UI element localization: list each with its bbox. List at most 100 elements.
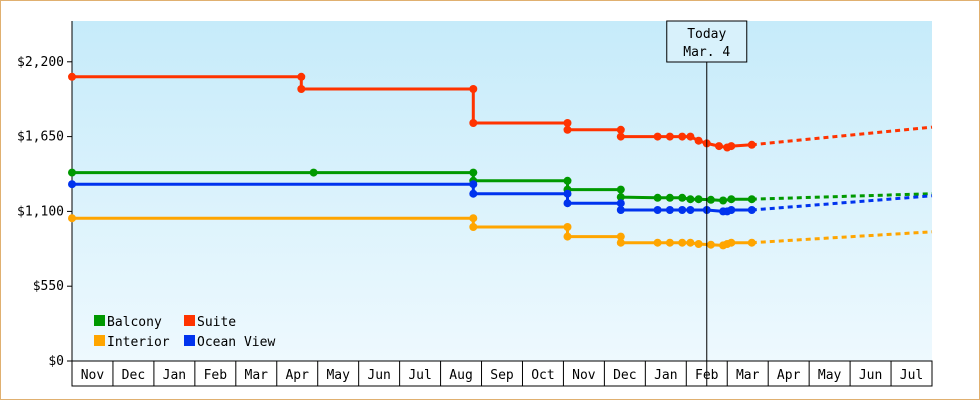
data-point[interactable] bbox=[665, 206, 674, 214]
data-point[interactable] bbox=[469, 214, 478, 223]
data-point[interactable] bbox=[616, 193, 625, 202]
legend-item: Balcony bbox=[94, 315, 162, 330]
data-point[interactable] bbox=[616, 206, 625, 214]
legend-label: Balcony bbox=[107, 315, 162, 330]
series-projection bbox=[751, 125, 933, 147]
data-point[interactable] bbox=[68, 180, 76, 189]
data-point[interactable] bbox=[68, 168, 76, 177]
x-tick-label: Jan bbox=[654, 368, 677, 383]
series-layer bbox=[68, 72, 933, 250]
series-balcony bbox=[68, 168, 933, 205]
data-point[interactable] bbox=[469, 85, 478, 93]
data-point[interactable] bbox=[563, 176, 572, 185]
data-point[interactable] bbox=[616, 238, 625, 247]
data-point[interactable] bbox=[616, 125, 625, 134]
data-point[interactable] bbox=[686, 132, 695, 141]
data-point[interactable] bbox=[686, 206, 695, 214]
data-point[interactable] bbox=[678, 238, 687, 247]
data-point[interactable] bbox=[747, 140, 756, 149]
data-point[interactable] bbox=[706, 240, 715, 249]
y-tick-label: $1,100 bbox=[17, 204, 64, 219]
data-point[interactable] bbox=[678, 132, 687, 141]
data-point[interactable] bbox=[694, 195, 703, 204]
x-tick-label: Apr bbox=[777, 368, 801, 383]
data-point[interactable] bbox=[715, 142, 723, 151]
legend-swatch bbox=[94, 315, 105, 326]
data-point[interactable] bbox=[297, 72, 306, 81]
legend-swatch bbox=[94, 335, 105, 346]
data-point[interactable] bbox=[727, 238, 736, 247]
legend-label: Ocean View bbox=[197, 335, 275, 350]
data-point[interactable] bbox=[653, 132, 662, 141]
data-point[interactable] bbox=[68, 214, 76, 223]
y-tick-label: $1,650 bbox=[17, 130, 64, 145]
legend-swatch bbox=[184, 335, 195, 346]
data-point[interactable] bbox=[653, 193, 662, 202]
x-tick-label: May bbox=[818, 368, 842, 383]
data-point[interactable] bbox=[678, 206, 687, 214]
data-point[interactable] bbox=[727, 142, 736, 151]
data-point[interactable] bbox=[616, 199, 625, 208]
data-point[interactable] bbox=[68, 72, 76, 81]
legend: Balcony Suite Interior Ocean View bbox=[94, 315, 275, 350]
x-tick-label: Feb bbox=[204, 368, 228, 383]
data-point[interactable] bbox=[706, 195, 715, 204]
data-point[interactable] bbox=[678, 193, 687, 202]
x-tick-label: Jun bbox=[859, 368, 882, 383]
data-point[interactable] bbox=[563, 232, 572, 241]
data-point[interactable] bbox=[563, 125, 572, 134]
series-suite bbox=[68, 72, 933, 152]
data-point[interactable] bbox=[747, 206, 756, 214]
x-tick-label: Mar bbox=[245, 368, 269, 383]
data-point[interactable] bbox=[747, 195, 756, 204]
legend-item: Interior bbox=[94, 335, 170, 350]
x-tick-label: Nov bbox=[572, 368, 596, 383]
data-point[interactable] bbox=[686, 238, 695, 247]
today-date: Mar. 4 bbox=[683, 45, 730, 60]
data-point[interactable] bbox=[616, 232, 625, 241]
data-point[interactable] bbox=[469, 168, 478, 177]
data-point[interactable] bbox=[563, 189, 572, 198]
series-projection bbox=[751, 230, 933, 245]
data-point[interactable] bbox=[653, 238, 662, 247]
x-tick-label: Jul bbox=[408, 368, 431, 383]
data-point[interactable] bbox=[653, 206, 662, 214]
data-point[interactable] bbox=[686, 195, 695, 204]
data-point[interactable] bbox=[309, 168, 318, 177]
x-tick-label: Jun bbox=[367, 368, 390, 383]
data-point[interactable] bbox=[727, 206, 736, 214]
data-point[interactable] bbox=[665, 238, 674, 247]
data-point[interactable] bbox=[563, 199, 572, 208]
data-point[interactable] bbox=[719, 196, 728, 205]
data-point[interactable] bbox=[694, 136, 703, 145]
series-projection bbox=[751, 194, 933, 212]
data-point[interactable] bbox=[665, 193, 674, 202]
data-point[interactable] bbox=[469, 189, 478, 198]
today-marker: Today Mar. 4 bbox=[666, 20, 748, 386]
legend-swatch bbox=[184, 315, 195, 326]
data-point[interactable] bbox=[469, 223, 478, 231]
data-point[interactable] bbox=[563, 119, 572, 127]
x-tick-label: Dec bbox=[122, 368, 145, 383]
data-point[interactable] bbox=[616, 132, 625, 141]
x-tick-label: Dec bbox=[613, 368, 636, 383]
x-tick-label: May bbox=[326, 368, 350, 383]
y-tick-label: $2,200 bbox=[17, 55, 64, 70]
legend-item: Ocean View bbox=[184, 335, 275, 350]
plot-area bbox=[72, 21, 932, 361]
x-tick-label: Jan bbox=[163, 368, 186, 383]
x-tick-label: Sep bbox=[490, 368, 514, 383]
data-point[interactable] bbox=[747, 238, 756, 247]
x-tick-label: Nov bbox=[81, 368, 105, 383]
data-point[interactable] bbox=[616, 185, 625, 194]
data-point[interactable] bbox=[297, 85, 306, 93]
data-point[interactable] bbox=[694, 240, 703, 248]
data-point[interactable] bbox=[727, 195, 736, 204]
data-point[interactable] bbox=[469, 180, 478, 189]
data-point[interactable] bbox=[563, 223, 572, 231]
data-point[interactable] bbox=[469, 119, 478, 127]
x-axis-band bbox=[71, 360, 933, 387]
data-point[interactable] bbox=[665, 132, 674, 141]
